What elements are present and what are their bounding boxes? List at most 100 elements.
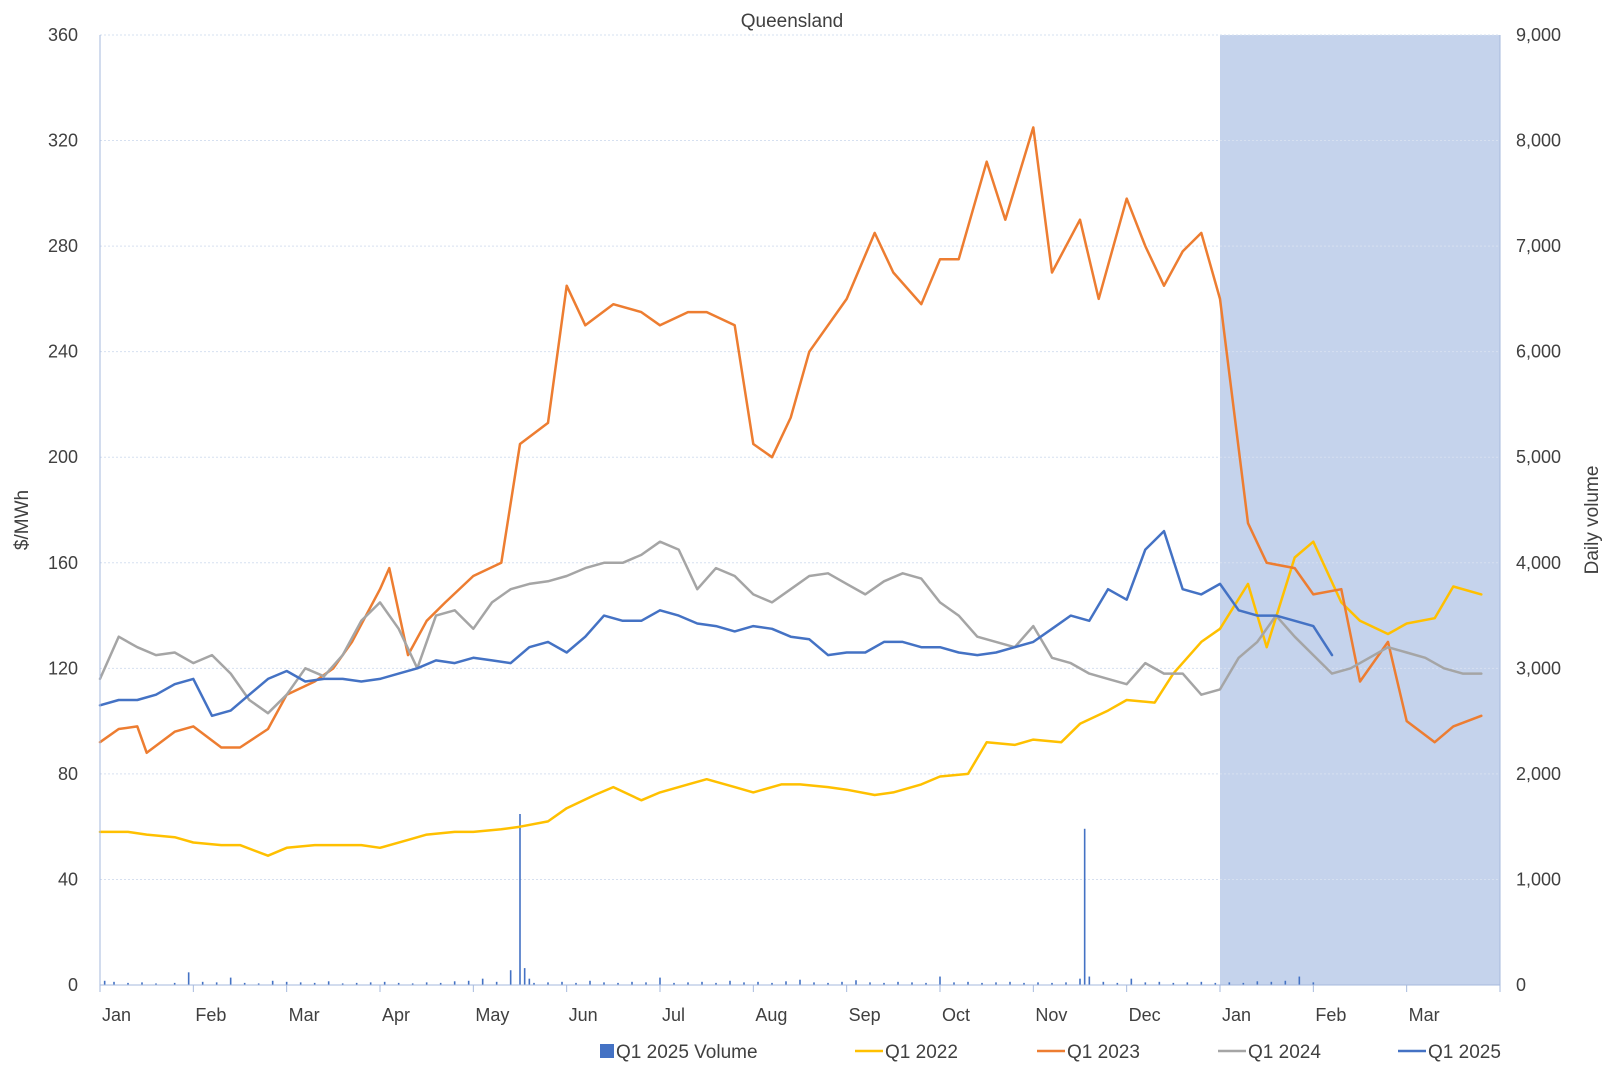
x-tick-label: Mar [289,1005,320,1025]
legend-label: Q1 2025 [1428,1042,1501,1063]
y-axis-ticks: 0 40 80 120 160 200 240 280 320 360 [48,25,78,995]
volume-bar [995,982,997,985]
volume-bar [355,982,358,985]
volume-bar [1158,981,1161,985]
y2-tick-label: 9,000 [1516,25,1561,45]
volume-bar [1065,982,1067,985]
x-tick-label: Feb [195,1005,226,1025]
volume-bar [757,981,759,985]
legend-item: Q1 2025 [1398,1042,1501,1063]
y2-tick-label: 0 [1516,975,1526,995]
series-line-q1_2025 [98,529,1334,718]
volume-bar [855,980,857,985]
volume-bar [841,981,843,985]
volume-bar [528,978,531,985]
legend-label: Q1 2024 [1248,1042,1321,1063]
volume-bar [113,981,115,985]
volume-bar [939,976,941,985]
volume-bar [897,981,899,985]
x-tick-label: Mar [1409,1005,1440,1025]
y-tick-label: 200 [48,447,78,467]
volume-bar [883,982,885,985]
series-line-q1_2024 [98,540,1483,715]
volume-bar [425,982,428,985]
y2-tick-label: 1,000 [1516,869,1561,889]
volume-bar [229,977,232,985]
volume-bar [1256,981,1259,985]
volume-bar [285,981,288,985]
volume-bar [827,982,829,985]
y-tick-label: 120 [48,658,78,678]
volume-bar [743,982,745,985]
legend-item: Q1 2022 [855,1042,958,1063]
legend-item: Q1 2023 [1037,1042,1140,1063]
volume-bar [981,982,983,985]
volume-bar [411,983,414,985]
volume-bar [1284,980,1287,985]
x-tick-label: Apr [382,1005,410,1025]
volume-bar [1051,982,1053,985]
legend-label: Q1 2022 [885,1042,958,1063]
volume-bar [141,982,143,985]
volume-bar [1298,976,1301,985]
volume-bar [1079,978,1081,985]
y2-axis-title: Daily volume [1582,466,1603,575]
volume-bar [1116,982,1119,985]
volume-bar [589,980,591,985]
volume-bar [127,982,129,985]
y-tick-label: 320 [48,131,78,151]
axes [99,35,1501,986]
series-line-q1_2022 [98,540,1483,857]
x-tick-label: Oct [942,1005,970,1025]
volume-bar [687,982,689,985]
volume-bar [173,982,176,985]
volume-bar [1186,982,1189,985]
volume-bar [1242,982,1245,985]
volume-bar [271,980,274,985]
volume-bar [155,983,157,985]
y2-tick-label: 7,000 [1516,236,1561,256]
volume-bar [617,982,619,985]
volume-bar [953,982,955,985]
volume-bar [631,981,633,985]
series-lines [98,126,1483,857]
volume-bar [533,982,535,985]
y-tick-label: 160 [48,553,78,573]
x-tick-label: Jul [662,1005,685,1025]
volume-bar [1228,982,1231,985]
chart-title: Queensland [741,11,843,32]
volume-bar [911,982,913,985]
x-tick-label: Sep [849,1005,881,1025]
y-tick-label: 40 [58,869,78,889]
y-axis-title: $/MWh [12,490,33,550]
volume-bar [1037,982,1039,985]
volume-bar [701,981,703,985]
series-line-q1_2023 [98,126,1483,755]
volume-bar [509,970,512,985]
volume-bar [785,981,787,985]
volume-bar [481,978,484,985]
y2-tick-label: 4,000 [1516,553,1561,573]
x-tick-label: Jan [1222,1005,1251,1025]
volume-bar [369,982,372,985]
volume-bars [103,814,1315,985]
volume-bar [1200,981,1203,985]
volume-bar [1130,978,1133,985]
x-axis-ticks: Jan Feb Mar Apr May Jun Jul Aug Sep Oct Nov Dec Jan F… [99,985,1501,1025]
volume-bar [645,982,647,985]
volume-bar [925,982,927,985]
y2-tick-label: 2,000 [1516,764,1561,784]
y2-axis-ticks: 0 1,000 2,000 3,000 4,000 5,000 6,000 7,000 8,00… [1516,25,1561,995]
legend: Q1 2025 Volume Q1 2022 Q1 2023 Q1 2024 Q1 20… [600,1042,1501,1063]
volume-bar [575,982,577,985]
volume-bar [1172,982,1175,985]
volume-bar [383,981,386,985]
volume-bar [561,981,563,985]
volume-bar [729,980,731,985]
volume-bar [439,982,442,985]
volume-bar [967,981,969,985]
y2-tick-label: 5,000 [1516,447,1561,467]
volume-bar [1083,828,1086,985]
volume-bar [397,982,400,985]
